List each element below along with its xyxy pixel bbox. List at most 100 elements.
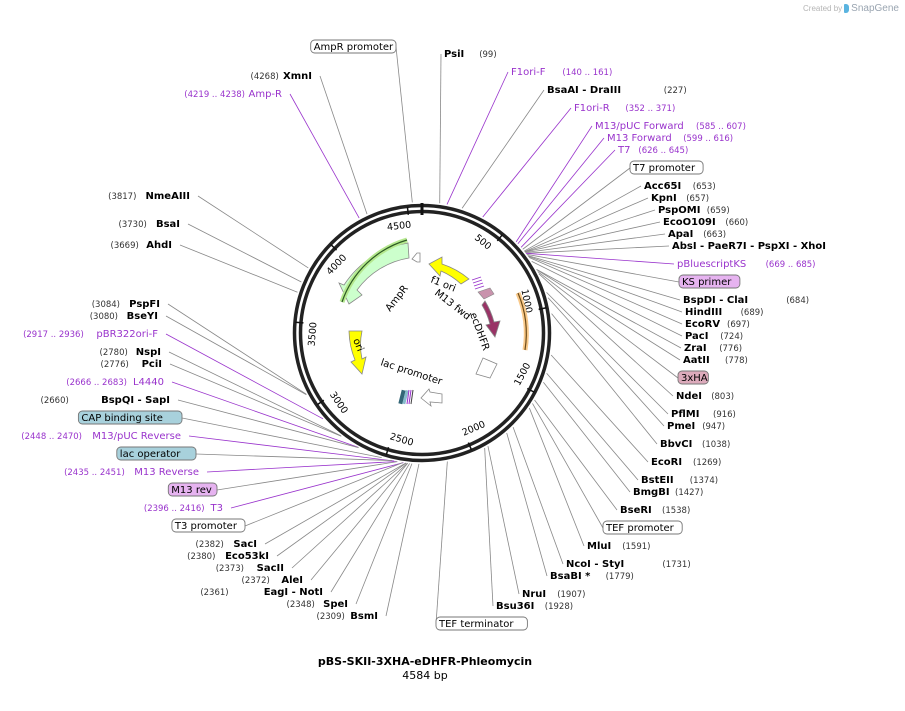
tef-terminator-arrow[interactable] [420,388,443,408]
feature-label-cap[interactable]: CAP binding site [77,410,183,425]
site-position: (2380) [187,552,215,562]
feature-label-ks[interactable]: KS primer [678,274,741,289]
enzyme-site-pspomi[interactable]: PspOMI (659) [658,205,730,216]
site-name: AatII [683,355,710,366]
site-name: M13/pUC Forward [595,121,684,132]
enzyme-site-bsabi[interactable]: BsaBI * (1779) [550,571,634,582]
site-name: MluI [587,541,611,552]
enzyme-site-bseri[interactable]: BseRI (1538) [620,505,690,516]
enzyme-site-mlui[interactable]: MluI (1591) [587,541,650,552]
credit-prefix: Created by [803,4,843,13]
tef-promoter-orf-line [517,292,527,351]
primer-site-t7[interactable]: T7 (626 .. 645) [617,145,688,156]
ampR-promoter-arrow[interactable] [411,252,421,263]
label-leader-lines [165,46,683,625]
enzyme-site-bsaai[interactable]: BsaAI - DraIII (227) [547,85,687,96]
site-name: BstEII [641,475,674,486]
enzyme-site-xmni[interactable]: XmnI (4268) [251,71,312,82]
primer-site-l4440[interactable]: L4440 (2666 .. 2683) [66,377,164,388]
enzyme-site-ncoi[interactable]: NcoI - StyI (1731) [566,559,691,570]
feature-label-t3[interactable]: T3 promoter [171,518,246,533]
enzyme-site-ahdi[interactable]: AhdI (3669) [111,240,172,251]
feature-label-3xha[interactable]: 3xHA [677,370,709,385]
enzyme-site-saci[interactable]: SacI (2382) [196,539,257,550]
primer-site-m13puc[interactable]: M13/pUC Forward (585 .. 607) [595,121,746,132]
3xha-feature-arrow[interactable] [477,287,495,300]
enzyme-site-ecoo109i[interactable]: EcoO109I (660) [663,217,748,228]
enzyme-site-nrui[interactable]: NruI (1907) [522,589,585,600]
leader-line [543,381,631,493]
site-name: BmgBI [633,487,670,498]
primer-site-t3[interactable]: T3 (2396 .. 2416) [144,503,223,514]
site-name: AleI [281,575,303,586]
enzyme-site-nspi[interactable]: NspI (2780) [100,347,161,358]
enzyme-site-alei[interactable]: AleI (2372) [242,575,303,586]
enzyme-site-bsai[interactable]: BsaI (3730) [119,219,180,230]
bp-tick-label: 1500 [512,361,533,388]
enzyme-site-ecori[interactable]: EcoRI (1269) [651,457,721,468]
feature-label-ampr[interactable]: AmpR promoter [310,39,397,54]
feature-label-lac[interactable]: lac operator [116,446,197,461]
enzyme-site-acc65i[interactable]: Acc65I (653) [644,181,716,192]
site-position: (3730) [119,220,147,230]
site-name: PacI [685,331,708,342]
primer-site-ampr[interactable]: Amp-R (4219 .. 4238) [184,89,282,100]
enzyme-site-kpni[interactable]: KpnI (657) [651,193,709,204]
enzyme-site-bbvci[interactable]: BbvCI (1038) [660,439,730,450]
enzyme-site-bsteii[interactable]: BstEII (1374) [641,475,718,486]
enzyme-site-absi[interactable]: AbsI - PaeR7I - PspXI - XhoI(668) [672,241,905,252]
enzyme-site-pmei[interactable]: PmeI (947) [667,421,725,432]
primer-site-pbluescriptks[interactable]: pBluescriptKS (669 .. 685) [677,259,815,270]
enzyme-site-sacii[interactable]: SacII (2373) [216,563,284,574]
enzyme-site-bseyi[interactable]: BseYI (3080) [90,311,158,322]
enzyme-site-zrai[interactable]: ZraI (776) [684,343,742,354]
enzyme-site-bspdi[interactable]: BspDI - ClaI (684) [683,295,809,306]
enzyme-site-pflmi[interactable]: PflMI (916) [671,409,736,420]
site-position: (3669) [111,241,139,251]
site-position: (2372) [242,576,270,586]
leader-line [517,137,605,244]
enzyme-site-bmgbi[interactable]: BmgBI (1427) [633,487,703,498]
ori-feature-arrow[interactable] [348,330,367,375]
features: AmpR ori f1 ori M13 fwd ecDHFR lac promo… [338,237,529,408]
leader-line [525,245,670,254]
enzyme-site-hindiii[interactable]: HindIII (689) [685,307,763,318]
primer-site-f1orir[interactable]: F1ori-R (352 .. 371) [574,103,675,114]
feature-label-tef[interactable]: TEF terminator [435,616,528,631]
leader-line [355,463,413,605]
enzyme-site-bsmi[interactable]: BsmI (2309) [317,611,378,622]
enzyme-site-bsu36i[interactable]: Bsu36I (1928) [496,601,573,612]
primer-site-pbr322orif[interactable]: pBR322ori-F (2917 .. 2936) [23,329,158,340]
f1-ori-feature-arrow[interactable] [428,256,470,285]
enzyme-site-psii[interactable]: PsiI (99) [444,49,497,60]
enzyme-site-apai[interactable]: ApaI (663) [668,229,726,240]
primer-site-m13[interactable]: M13 Reverse (2435 .. 2451) [64,467,199,478]
site-name: NcoI - StyI [566,559,624,570]
site-name: pBR322ori-F [96,329,158,340]
enzyme-site-ecorv[interactable]: EcoRV (697) [685,319,750,330]
feature-label-tef[interactable]: TEF promoter [602,520,683,535]
primer-site-m13puc[interactable]: M13/pUC Reverse (2448 .. 2470) [21,431,181,442]
feature-label-t7[interactable]: T7 promoter [629,160,704,175]
enzyme-site-paci[interactable]: PacI (724) [685,331,743,342]
enzyme-site-ndei[interactable]: NdeI (803) [676,391,734,402]
site-name: EcoRI [651,457,682,468]
bp-tick [538,307,547,311]
leader-line [525,233,666,253]
enzyme-site-eco53ki[interactable]: Eco53kI (2380) [187,551,269,562]
feature-label-m13[interactable]: M13 rev [167,482,218,497]
enzyme-site-eagi[interactable]: EagI - NotI (2361) [200,587,323,598]
enzyme-site-pcii[interactable]: PciI (2776) [101,359,162,370]
enzyme-site-aatii[interactable]: AatII (778) [683,355,748,366]
enzyme-site-bspqi[interactable]: BspQI - SapI (2660) [41,395,170,406]
site-position: (1427) [675,488,703,498]
primer-site-m13[interactable]: M13 Forward (599 .. 616) [607,133,733,144]
enzyme-site-spei[interactable]: SpeI (2348) [287,599,348,610]
enzyme-site-nmeaiii[interactable]: NmeAIII (3817) [108,191,190,202]
enzyme-site-pspfi[interactable]: PspFI (3084) [92,299,160,310]
ecDHFR-feature-arrow[interactable] [481,300,501,338]
site-position: (2776) [101,360,129,370]
primer-site-f1orif[interactable]: F1ori-F (140 .. 161) [511,67,612,78]
tef-promoter-arrow[interactable] [475,357,498,379]
leader-line [289,93,360,219]
